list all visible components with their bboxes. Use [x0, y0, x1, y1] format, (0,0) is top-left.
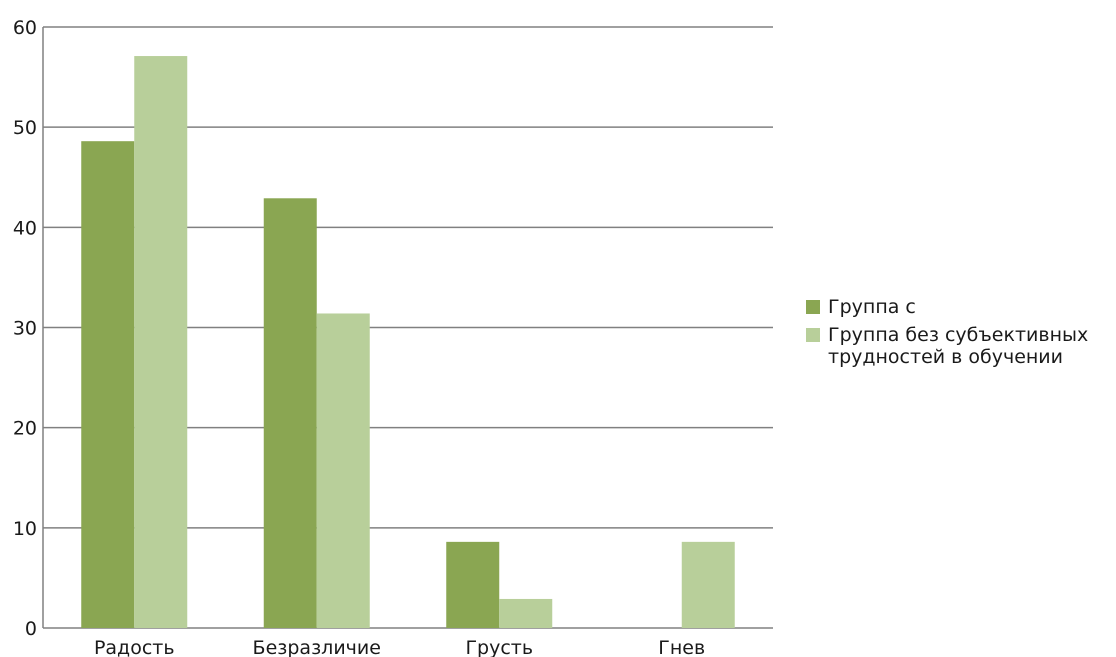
y-tick-label: 10 [13, 518, 37, 540]
bar-series-1 [263, 198, 317, 628]
y-tick-label: 30 [13, 318, 37, 340]
x-category-label: Гнев [658, 637, 705, 657]
y-tick-label: 20 [13, 418, 37, 440]
x-axis-labels: Радость Безразличие Грусть Гнев [94, 637, 705, 657]
y-axis-ticks: 0 10 20 30 40 50 60 [13, 17, 37, 640]
legend-swatch-series-2 [806, 328, 820, 342]
legend: Группа с Группа без субъективных труднос… [806, 296, 1111, 374]
legend-label-series-1: Группа с [828, 296, 916, 318]
x-category-label: Безразличие [253, 637, 381, 657]
y-tick-label: 50 [13, 117, 37, 139]
bars [81, 56, 735, 628]
legend-swatch-series-1 [806, 300, 820, 314]
bar-series-1 [446, 541, 500, 628]
legend-item-series-2: Группа без субъективных трудностей в обу… [806, 324, 1111, 368]
x-category-label: Радость [94, 637, 175, 657]
y-tick-label: 60 [13, 17, 37, 39]
bar-series-1 [81, 141, 135, 628]
bar-series-2 [681, 541, 735, 628]
bar-series-2 [316, 313, 370, 628]
legend-label-series-2: Группа без субъективных трудностей в обу… [828, 324, 1089, 368]
y-tick-label: 0 [25, 618, 37, 640]
bar-series-2 [499, 598, 553, 628]
bar-series-2 [134, 56, 188, 628]
x-category-label: Грусть [465, 637, 533, 657]
y-tick-label: 40 [13, 217, 37, 239]
legend-item-series-1: Группа с [806, 296, 1111, 318]
